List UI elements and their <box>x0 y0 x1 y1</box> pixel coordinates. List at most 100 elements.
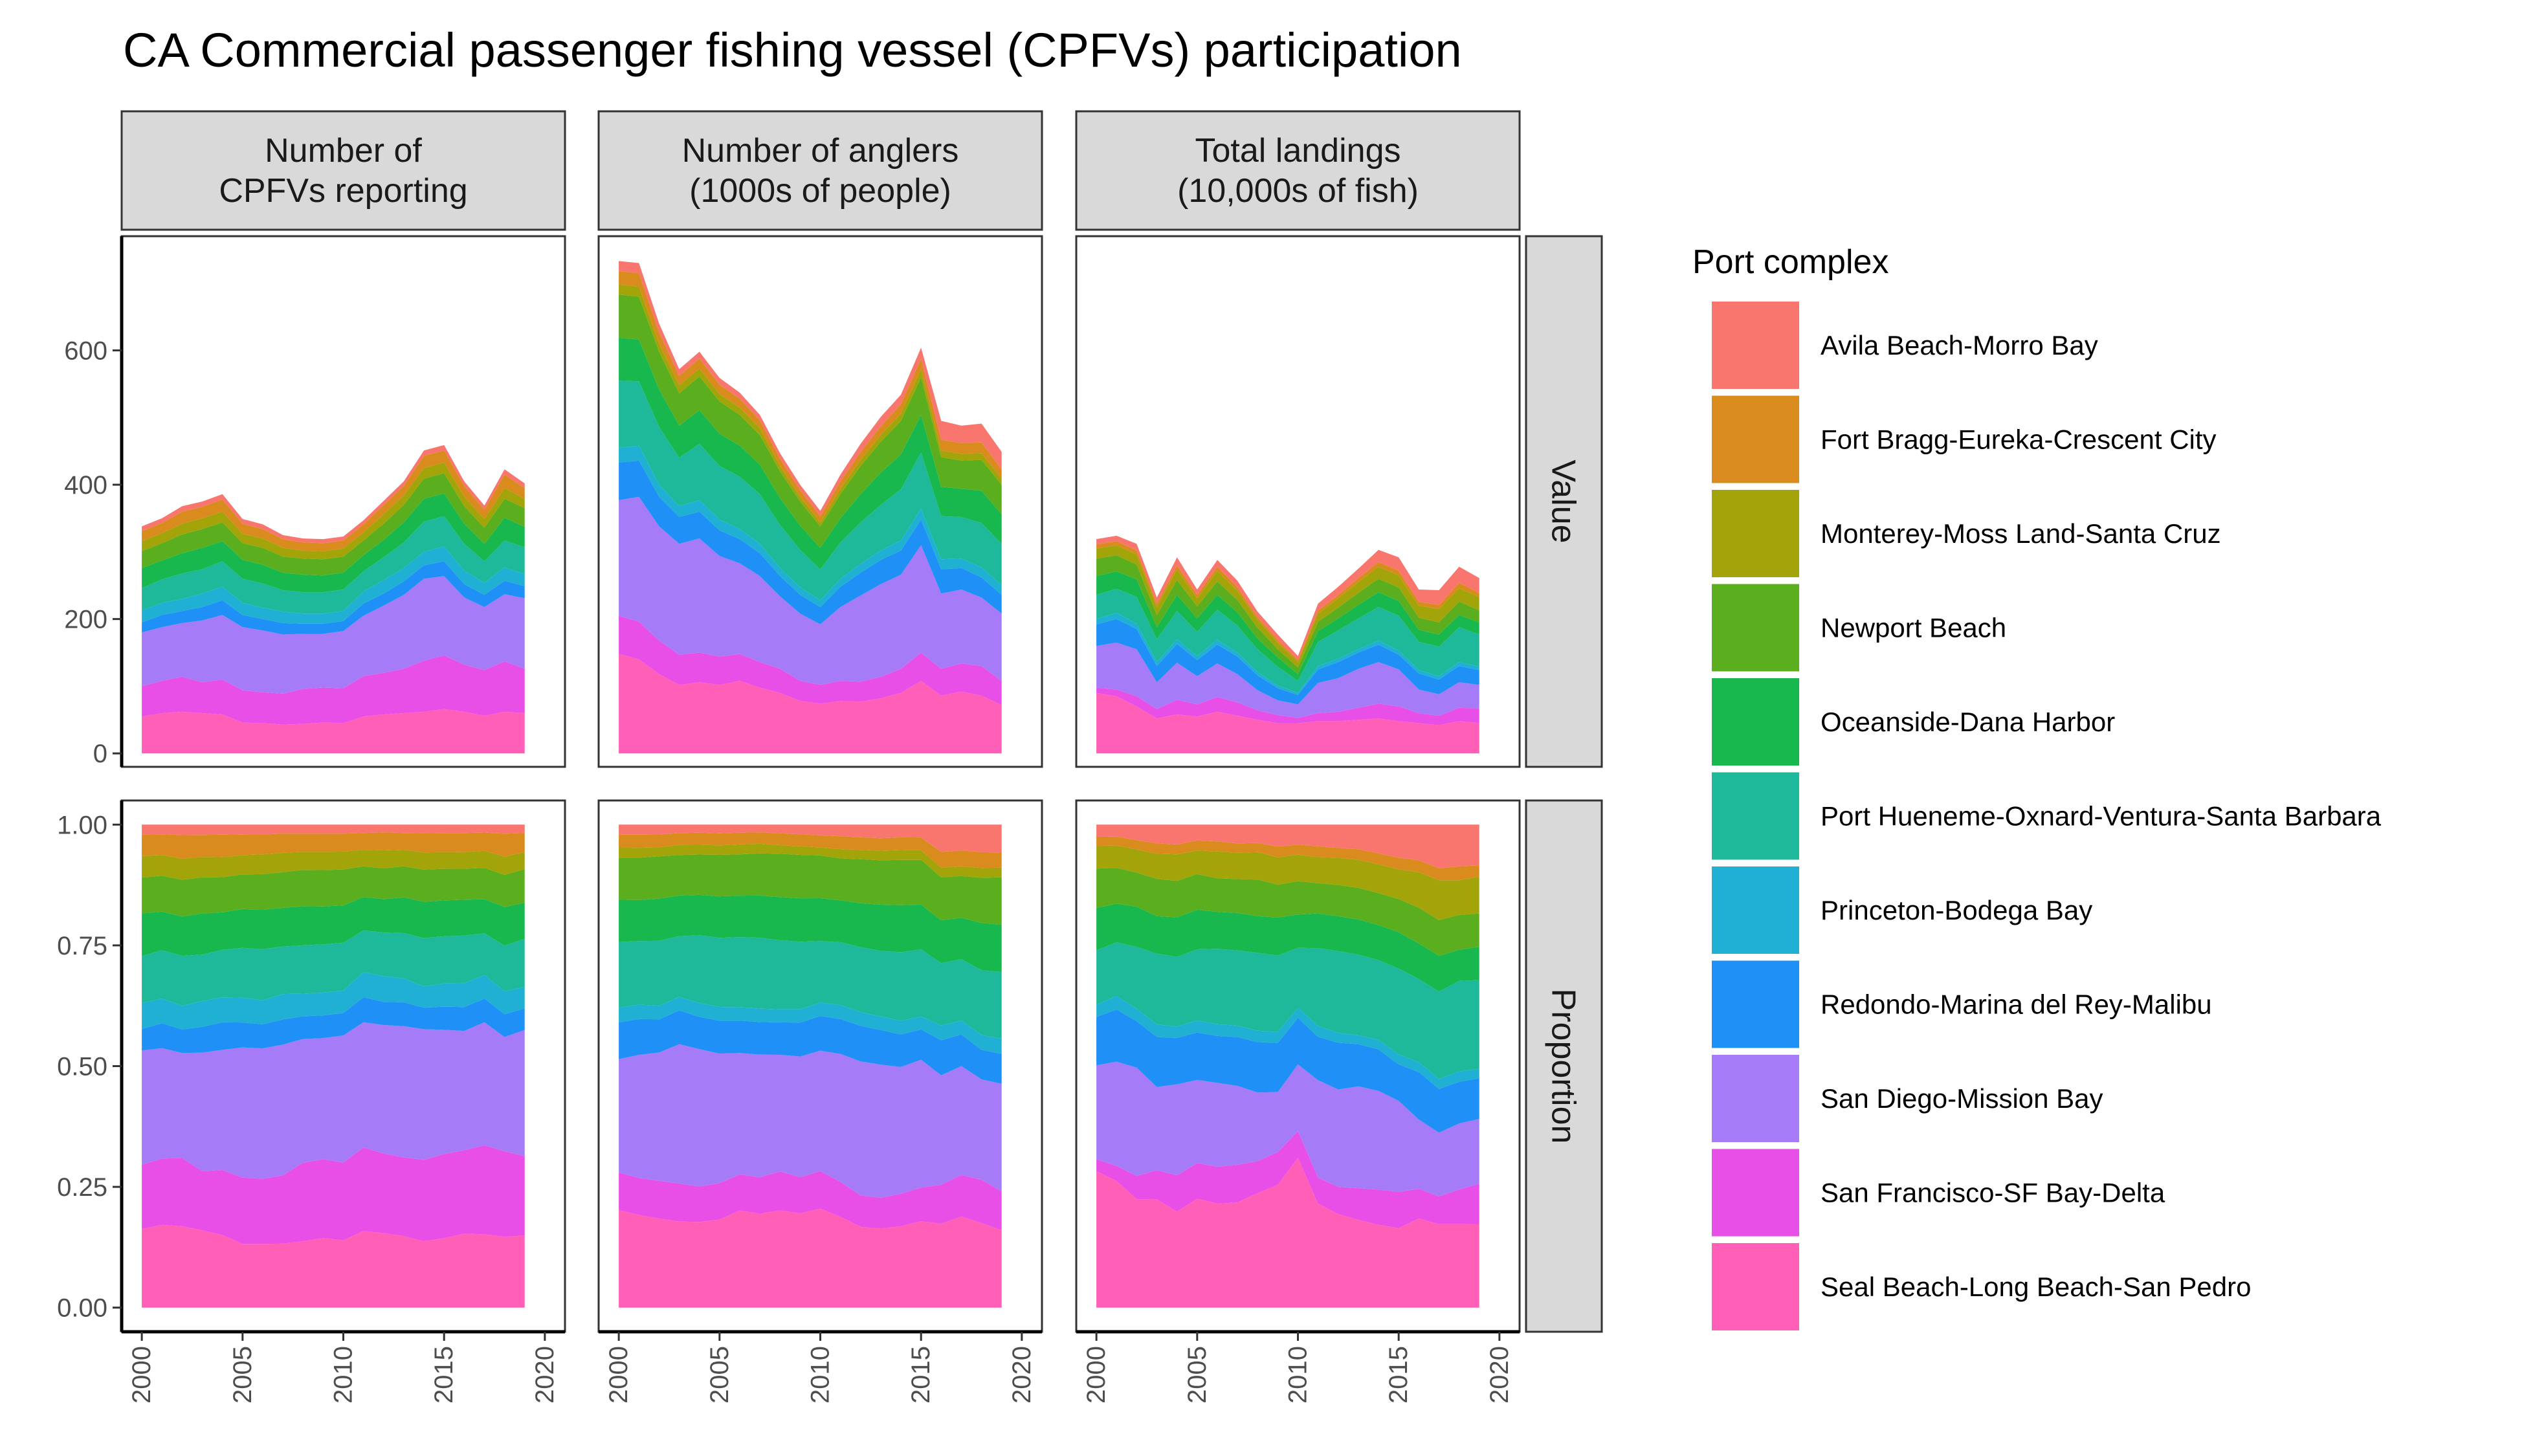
y-tick-label: 400 <box>64 471 107 500</box>
strip-background <box>597 110 1043 231</box>
area-san-francisco-sf-bay-delta <box>619 1171 1002 1230</box>
strip-background <box>1525 235 1603 768</box>
area-port-hueneme-oxnard-ventura-santa-barbara <box>619 935 1002 1039</box>
legend-label: Newport Beach <box>1821 613 2006 643</box>
area-monterey-moss-land-santa-cruz <box>142 462 525 560</box>
x-tick-label: 2005 <box>705 1346 734 1404</box>
x-tick-label: 2020 <box>531 1346 559 1404</box>
strip-proportion: Proportion <box>1525 799 1603 1333</box>
area-port-hueneme-oxnard-ventura-santa-barbara <box>142 516 525 614</box>
x-tick-label: 2015 <box>430 1346 458 1404</box>
area-oceanside-dana-harbor <box>1096 903 1479 992</box>
strip-label: (1000s of people) <box>689 172 951 210</box>
legend-item-newport-beach: Newport Beach <box>1712 584 2006 672</box>
area-san-diego-mission-bay <box>142 1022 525 1179</box>
legend-item-seal-beach-long-beach-san-pedro: Seal Beach-Long Beach-San Pedro <box>1712 1243 2251 1330</box>
y-tick-label: 0.50 <box>57 1053 107 1081</box>
strip-label: Number of <box>265 132 422 170</box>
area-newport-beach <box>1096 555 1479 674</box>
legend-item-fort-bragg-eureka-crescent-city: Fort Bragg-Eureka-Crescent City <box>1712 395 2217 483</box>
x-tick-label: 2010 <box>806 1346 835 1404</box>
area-seal-beach-long-beach-san-pedro <box>142 1224 525 1308</box>
panel-border <box>1075 235 1521 768</box>
y-tick-label: 600 <box>64 336 107 365</box>
y-tick-label: 0 <box>93 740 107 768</box>
x-tick-label: 2010 <box>1284 1346 1312 1404</box>
legend-swatch <box>1712 678 1799 766</box>
legend-swatch <box>1712 866 1799 954</box>
area-princeton-bodega-bay <box>619 445 1002 607</box>
area-fort-bragg-eureka-crescent-city <box>1096 836 1479 881</box>
legend-swatch <box>1712 490 1799 577</box>
area-princeton-bodega-bay <box>1096 996 1479 1089</box>
x-tick-label: 2010 <box>329 1346 358 1404</box>
legend-swatch <box>1712 302 1799 389</box>
chart-title: CA Commercial passenger fishing vessel (… <box>123 23 1462 77</box>
y-tick-label: 200 <box>64 606 107 634</box>
area-san-diego-mission-bay <box>142 576 525 694</box>
area-monterey-moss-land-santa-cruz <box>1096 545 1479 668</box>
area-newport-beach <box>142 866 525 917</box>
area-oceanside-dana-harbor <box>619 337 1002 569</box>
x-tick-label: 2020 <box>1485 1346 1514 1404</box>
area-san-francisco-sf-bay-delta <box>142 655 525 725</box>
y-tick-label: 0.00 <box>57 1294 107 1323</box>
area-redondo-marina-del-rey-malibu <box>619 460 1002 624</box>
strip-anglers: Number of anglers(1000s of people) <box>597 110 1043 231</box>
panel-vessels-value: 0 200 400 600 <box>64 235 566 768</box>
area-port-hueneme-oxnard-ventura-santa-barbara <box>1096 942 1479 1079</box>
strip-label: Total landings <box>1195 132 1401 170</box>
area-newport-beach <box>619 853 1002 925</box>
y-tick-label: 0.75 <box>57 932 107 960</box>
area-san-diego-mission-bay <box>619 1044 1002 1198</box>
x-tick-label: 2005 <box>228 1346 257 1404</box>
legend-label: Monterey-Moss Land-Santa Cruz <box>1821 518 2221 549</box>
area-fort-bragg-eureka-crescent-city <box>619 832 1002 868</box>
strip-label: Value <box>1545 459 1582 543</box>
legend-swatch <box>1712 1149 1799 1237</box>
area-princeton-bodega-bay <box>619 997 1002 1054</box>
legend-title: Port complex <box>1692 243 1888 281</box>
strip-label: Number of anglers <box>682 132 959 170</box>
strip-label: Proportion <box>1545 989 1582 1144</box>
area-port-hueneme-oxnard-ventura-santa-barbara <box>619 381 1002 601</box>
area-seal-beach-long-beach-san-pedro <box>619 1208 1002 1308</box>
legend-item-port-hueneme-oxnard-ventura-santa-barbara: Port Hueneme-Oxnard-Ventura-Santa Barbar… <box>1712 772 2382 860</box>
area-avila-beach-morro-bay <box>1096 535 1479 660</box>
strip-background <box>120 110 566 231</box>
y-tick-label: 0.25 <box>57 1173 107 1202</box>
legend-item-monterey-moss-land-santa-cruz: Monterey-Moss Land-Santa Cruz <box>1712 490 2221 577</box>
area-san-diego-mission-bay <box>619 496 1002 685</box>
x-tick-label: 2000 <box>604 1346 633 1404</box>
strip-landings: Total landings(10,000s of fish) <box>1075 110 1521 231</box>
panel-vessels-proportion: 0.00 0.25 0.50 0.75 1.00 2000 2005 2010 2015 2020 <box>57 799 566 1404</box>
area-oceanside-dana-harbor <box>142 897 525 956</box>
panel-anglers-proportion: 2000 2005 2010 2015 2020 <box>597 799 1043 1404</box>
area-newport-beach <box>142 473 525 576</box>
area-princeton-bodega-bay <box>142 972 525 1030</box>
area-port-hueneme-oxnard-ventura-santa-barbara <box>1096 588 1479 693</box>
legend-label: Princeton-Bodega Bay <box>1821 895 2092 925</box>
area-san-francisco-sf-bay-delta <box>619 615 1002 705</box>
area-redondo-marina-del-rey-malibu <box>1096 1009 1479 1133</box>
legend-swatch <box>1712 1055 1799 1142</box>
legend-item-redondo-marina-del-rey-malibu: Redondo-Marina del Rey-Malibu <box>1712 960 2212 1048</box>
area-redondo-marina-del-rey-malibu <box>142 997 525 1053</box>
y-tick-label: 1.00 <box>57 811 107 839</box>
area-oceanside-dana-harbor <box>619 894 1002 973</box>
x-tick-label: 2015 <box>1384 1346 1413 1404</box>
legend-swatch <box>1712 1243 1799 1330</box>
area-avila-beach-morro-bay <box>142 824 525 835</box>
area-redondo-marina-del-rey-malibu <box>1096 619 1479 705</box>
area-port-hueneme-oxnard-ventura-santa-barbara <box>142 930 525 1006</box>
area-seal-beach-long-beach-san-pedro <box>1096 1158 1479 1308</box>
area-fort-bragg-eureka-crescent-city <box>142 450 525 551</box>
legend-label: Fort Bragg-Eureka-Crescent City <box>1821 425 2217 455</box>
area-newport-beach <box>619 294 1002 548</box>
area-san-francisco-sf-bay-delta <box>1096 1131 1479 1228</box>
legend-label: Oceanside-Dana Harbor <box>1821 707 2115 737</box>
legend-item-princeton-bodega-bay: Princeton-Bodega Bay <box>1712 866 2092 954</box>
area-oceanside-dana-harbor <box>142 493 525 593</box>
